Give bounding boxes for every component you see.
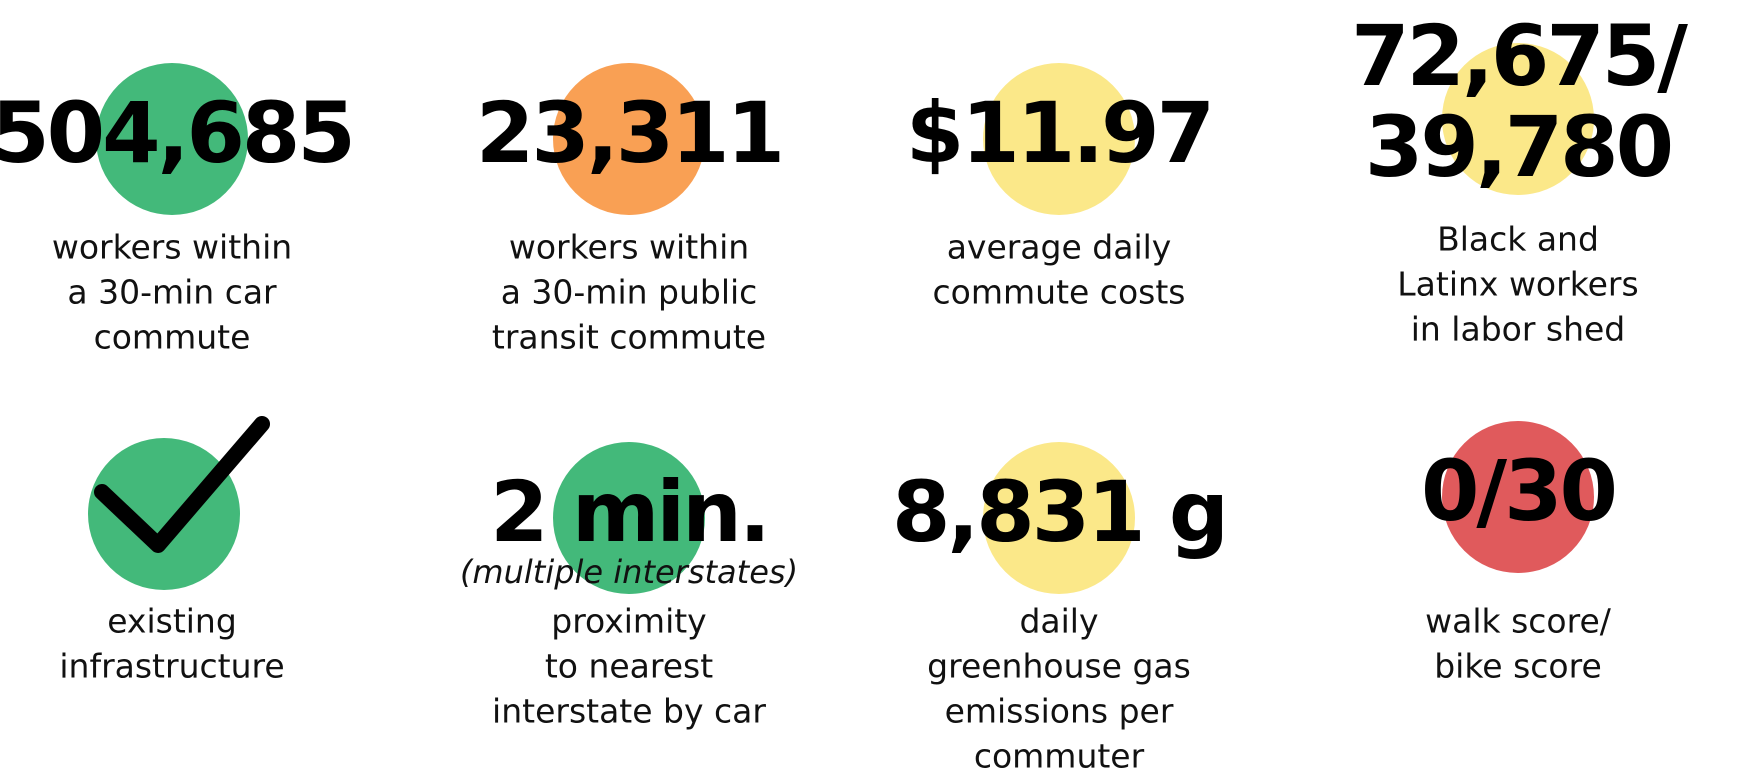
stat-description: Black and bbox=[1437, 220, 1599, 259]
stat-description: commute bbox=[94, 318, 251, 357]
highlight-circle bbox=[983, 442, 1135, 594]
stat-description: existing bbox=[107, 602, 237, 641]
stat-description: bike score bbox=[1434, 647, 1602, 686]
stat-description: greenhouse gas bbox=[927, 647, 1191, 686]
stat-description: interstate by car bbox=[492, 692, 766, 731]
stat-description: proximity bbox=[551, 602, 706, 641]
stat-description: workers within bbox=[509, 228, 749, 267]
stat-description: average daily bbox=[947, 228, 1172, 267]
highlight-circle bbox=[553, 442, 705, 594]
stat-value: 72,675/ bbox=[1351, 7, 1688, 105]
stat-description: Latinx workers bbox=[1397, 265, 1638, 304]
highlight-circle bbox=[1442, 43, 1594, 195]
highlight-circle bbox=[1442, 421, 1594, 573]
stat-value: 504,685 bbox=[0, 84, 353, 182]
stat-value: $11.97 bbox=[906, 84, 1212, 182]
stat-value: 0/30 bbox=[1421, 442, 1615, 540]
stat-description: emissions per bbox=[945, 692, 1174, 731]
stat-description: a 30-min car bbox=[67, 273, 277, 312]
stat-description: commute costs bbox=[933, 273, 1186, 312]
highlight-circle bbox=[88, 438, 240, 590]
stat-description: infrastructure bbox=[59, 647, 284, 686]
stat-description: walk score/ bbox=[1425, 602, 1612, 641]
stat-description: to nearest bbox=[545, 647, 713, 686]
stat-description: transit commute bbox=[492, 318, 766, 357]
stat-value: 2 min. bbox=[490, 463, 768, 561]
highlight-circle bbox=[553, 63, 705, 215]
checkmark-icon bbox=[94, 416, 270, 553]
stat-value: 39,780 bbox=[1365, 98, 1671, 196]
stat-description: commuter bbox=[974, 737, 1145, 776]
stat-description: workers within bbox=[52, 228, 292, 267]
stat-value: 8,831 g bbox=[892, 463, 1226, 561]
stat-description: daily bbox=[1019, 602, 1098, 641]
stat-value: 23,311 bbox=[476, 84, 782, 182]
highlight-circle bbox=[983, 63, 1135, 215]
highlight-circle bbox=[96, 63, 248, 215]
stat-description: in labor shed bbox=[1411, 310, 1626, 349]
stat-description: a 30-min public bbox=[501, 273, 758, 312]
stat-note: (multiple interstates) bbox=[460, 553, 798, 591]
